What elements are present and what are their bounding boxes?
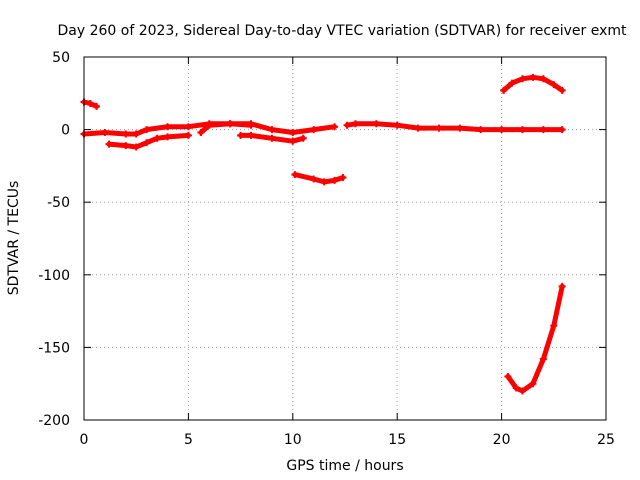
data-point [512,384,520,392]
data-point [105,140,113,148]
series-arc-5 [237,131,307,145]
data-point [237,131,245,139]
data-series [80,73,566,395]
x-tick-label: 10 [284,432,302,448]
y-tick-label: -50 [47,195,70,211]
series-arc-4 [197,120,255,137]
y-tick-label: -100 [38,268,70,284]
y-tick-label: -150 [38,340,70,356]
data-point [550,322,558,330]
data-point [320,178,328,186]
data-point [122,142,130,150]
data-point [143,126,151,134]
grid [84,57,606,420]
data-point [310,126,318,134]
data-point [558,126,566,134]
x-tick-label: 25 [597,432,615,448]
data-point [477,126,485,134]
data-point [339,174,347,182]
x-tick-label: 15 [388,432,406,448]
data-point [205,121,213,129]
y-axis-label: SDTVAR / TECUs [6,181,22,296]
data-point [331,176,339,184]
series-arc-9 [504,282,566,395]
plot-area-frame [83,56,607,421]
series-line [106,132,191,150]
series-arc-1 [80,98,101,110]
data-point [456,124,464,132]
data-point [498,126,506,134]
data-point [414,124,422,132]
data-point [299,134,307,142]
series-arc-7 [343,120,566,134]
data-point [550,81,558,89]
data-point [529,73,537,81]
data-point [184,123,192,131]
data-point [539,75,547,83]
data-point [289,137,297,145]
data-point [132,143,140,151]
chart-title: Day 260 of 2023, Sidereal Day-to-day VTE… [58,23,628,39]
x-tick-label: 0 [80,432,89,448]
data-point [539,355,547,363]
series-line [344,121,565,133]
data-point [558,86,566,94]
data-point [500,86,508,94]
data-point [558,282,566,290]
data-point [310,175,318,183]
data-point [351,120,359,128]
data-point [132,130,140,138]
data-point [504,372,512,380]
data-point [247,131,255,139]
data-point [164,133,172,141]
data-point [372,120,380,128]
data-point [197,129,205,137]
data-point [86,99,94,107]
y-tick-label: -200 [38,413,70,429]
data-point [93,102,101,110]
x-tick-label: 20 [493,432,511,448]
data-point [268,134,276,142]
series-arc-3 [105,131,192,151]
data-point [331,123,339,131]
data-point [247,121,255,129]
data-point [518,75,526,83]
data-point [343,121,351,129]
data-point [518,126,526,134]
series-line [505,283,565,394]
data-point [291,171,299,179]
data-point [226,120,234,128]
x-tick-label: 5 [184,432,193,448]
data-point [143,139,151,147]
data-point [435,124,443,132]
series-arc-6 [291,171,347,186]
data-point [508,79,516,87]
data-point [122,130,130,138]
data-point [529,380,537,388]
data-point [393,121,401,129]
series-line [198,121,254,135]
data-point [268,126,276,134]
x-axis-label: GPS time / hours [286,458,403,474]
data-point [518,387,526,395]
data-point [164,123,172,131]
data-point [289,129,297,137]
y-tick-label: 0 [61,123,70,139]
data-point [101,129,109,137]
axis-ticks: 0 5 10 15 20 25 50 0 -50 -100 -150 -200 [38,50,615,448]
data-point [184,131,192,139]
data-point [539,126,547,134]
series-arc-8 [500,73,566,94]
y-tick-label: 50 [52,50,70,66]
data-point [153,134,161,142]
